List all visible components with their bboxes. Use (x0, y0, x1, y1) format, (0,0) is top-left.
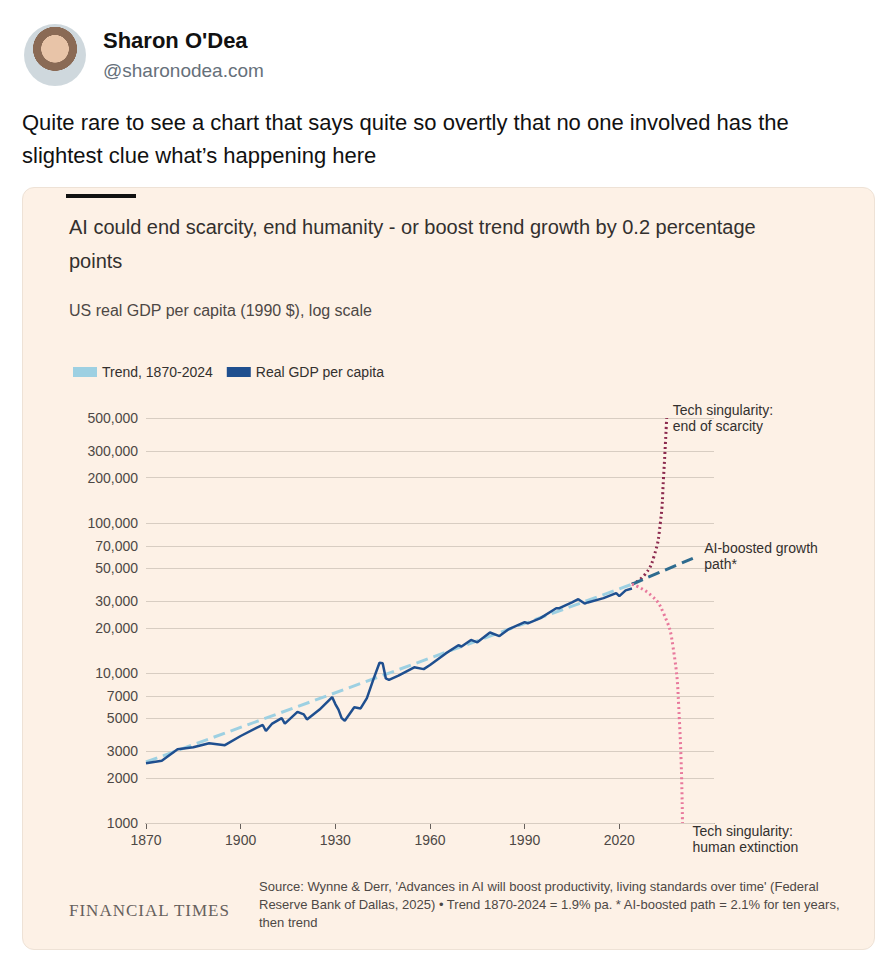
html-text:AI could end scarcity, end hum: AI could end scarcity, end humanity - or… (69, 216, 756, 272)
svg-text:Real GDP per capita: Real GDP per capita (256, 364, 384, 380)
svg-text:1900: 1900 (225, 832, 256, 848)
svg-text:1960: 1960 (414, 832, 445, 848)
svg-text:end of scarcity: end of scarcity (673, 418, 763, 434)
svg-text:200,000: 200,000 (87, 470, 138, 486)
html-text:FINANCIAL TIMES: FINANCIAL TIMES (69, 901, 230, 920)
svg-text:AI-boosted growth: AI-boosted growth (704, 540, 818, 556)
html-text:US real GDP per capita (1990 $: US real GDP per capita (1990 $), log sca… (69, 302, 372, 319)
html-text:Sharon O'Dea: Sharon O'Dea (103, 28, 248, 53)
svg-text:10,000: 10,000 (95, 665, 138, 681)
svg-text:70,000: 70,000 (95, 538, 138, 554)
svg-text:5000: 5000 (107, 710, 138, 726)
svg-text:7000: 7000 (107, 688, 138, 704)
html-text:Source: Wynne & Derr, 'Advance: Source: Wynne & Derr, 'Advances in AI wi… (259, 879, 840, 930)
svg-text:human extinction: human extinction (692, 839, 798, 855)
html-text:Quite rare to see a chart that: Quite rare to see a chart that says quit… (22, 110, 789, 168)
svg-text:2000: 2000 (107, 770, 138, 786)
svg-text:1870: 1870 (130, 832, 161, 848)
svg-text:Tech singularity:: Tech singularity: (692, 823, 792, 839)
svg-text:20,000: 20,000 (95, 620, 138, 636)
svg-text:50,000: 50,000 (95, 560, 138, 576)
svg-text:2020: 2020 (604, 832, 635, 848)
html-text:@sharonodea.com: @sharonodea.com (103, 60, 264, 81)
svg-text:1990: 1990 (509, 832, 540, 848)
svg-text:path*: path* (704, 556, 737, 572)
svg-text:500,000: 500,000 (87, 410, 138, 426)
svg-text:3000: 3000 (107, 743, 138, 759)
svg-text:1000: 1000 (107, 815, 138, 831)
svg-text:300,000: 300,000 (87, 443, 138, 459)
svg-text:Tech singularity:: Tech singularity: (673, 402, 773, 418)
svg-text:Trend, 1870-2024: Trend, 1870-2024 (102, 364, 213, 380)
svg-text:1930: 1930 (320, 832, 351, 848)
svg-text:30,000: 30,000 (95, 593, 138, 609)
svg-text:100,000: 100,000 (87, 515, 138, 531)
